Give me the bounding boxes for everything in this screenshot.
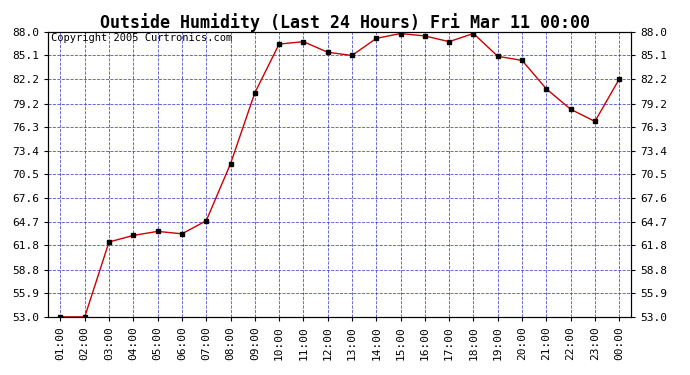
Text: Copyright 2005 Curtronics.com: Copyright 2005 Curtronics.com xyxy=(51,33,233,43)
Text: Outside Humidity (Last 24 Hours) Fri Mar 11 00:00: Outside Humidity (Last 24 Hours) Fri Mar… xyxy=(100,13,590,32)
